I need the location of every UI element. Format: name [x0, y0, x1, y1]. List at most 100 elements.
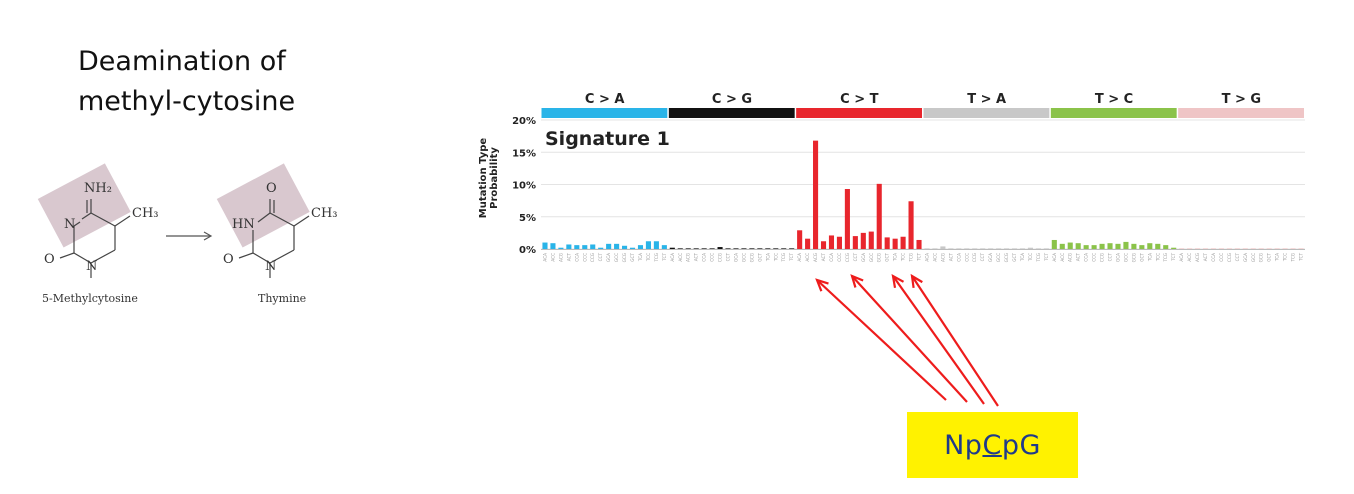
- context-label: GCA: [606, 253, 611, 262]
- signature-bar: [1274, 248, 1280, 249]
- signature-bar: [653, 241, 659, 249]
- signature-bar: [590, 244, 596, 249]
- y-tick-label: 5%: [519, 213, 536, 224]
- context-label: TCG: [1291, 253, 1296, 262]
- signature-bar: [614, 243, 620, 249]
- reactant-highlight-box: [37, 163, 131, 248]
- context-label: CCC: [837, 253, 842, 262]
- signature-bar: [1011, 248, 1018, 249]
- context-label: ACG: [1195, 253, 1200, 262]
- cpg-arrowhead: [891, 273, 905, 289]
- context-label: CCT: [1235, 253, 1240, 262]
- signature-bar: [876, 183, 882, 249]
- signature-bar: [1234, 248, 1240, 249]
- signature-bar: [773, 248, 779, 249]
- signature-bar: [916, 239, 922, 249]
- signature-bar: [852, 236, 858, 249]
- signature-bar: [1067, 242, 1073, 249]
- signature-bar: [1147, 243, 1153, 249]
- context-label: GCG: [1259, 253, 1264, 262]
- mutation-class-bar: [1050, 108, 1177, 118]
- reactant-name: 5-Methylcytosine: [42, 292, 138, 305]
- signature-bar: [1202, 248, 1209, 249]
- signature-bar: [1195, 248, 1201, 249]
- signature-bar: [1187, 248, 1193, 249]
- y-axis-label-line2: Probability: [489, 147, 500, 209]
- context-label: ACA: [797, 253, 802, 262]
- signature-bar: [805, 238, 811, 249]
- context-label: ACG: [686, 253, 691, 262]
- signature-bar: [1115, 243, 1121, 249]
- context-label: CCC: [582, 253, 587, 262]
- context-label: TCT: [1299, 253, 1304, 262]
- signature-bar: [606, 243, 612, 249]
- context-labels: ACA ACC ACG ACT CCA CCC CCG CCT GCA GCC GCG GCT TCA T…: [542, 253, 1303, 263]
- signature-bar: [813, 140, 819, 249]
- product-ring: [238, 199, 310, 278]
- signature-bar: [1051, 239, 1057, 249]
- context-label: CCT: [980, 253, 985, 262]
- signature-bar: [1218, 248, 1224, 249]
- signature-bar: [1163, 245, 1169, 249]
- signature-bar: [749, 248, 755, 249]
- reactant-label-ch3: CH₃: [132, 206, 159, 221]
- signature-bar: [1091, 245, 1097, 249]
- cpg-arrowhead: [910, 273, 923, 289]
- signature-bar: [1035, 248, 1041, 249]
- context-label: CCG: [1227, 253, 1232, 262]
- signature-bar: [709, 248, 715, 249]
- signature-bar: [789, 248, 795, 249]
- reactant-ring: [59, 199, 131, 278]
- signature-bar: [1226, 248, 1232, 249]
- reactant-label-n1: N: [86, 259, 97, 274]
- context-label: ACA: [670, 253, 675, 262]
- npcpg-callout: NpCpG: [907, 412, 1078, 478]
- context-label: ACT: [566, 253, 571, 262]
- context-label: TCG: [781, 253, 786, 262]
- signature-bar: [693, 248, 699, 249]
- context-label: TCA: [1275, 253, 1280, 262]
- context-label: CCA: [956, 253, 961, 262]
- context-label: ACC: [550, 253, 555, 262]
- signature-bar: [558, 247, 564, 249]
- signature-bar: [892, 238, 898, 249]
- reaction-arrow: [166, 231, 213, 241]
- context-label: TCC: [1155, 253, 1160, 262]
- context-label: CCT: [726, 253, 731, 262]
- context-label: ACA: [1052, 253, 1057, 262]
- signature-bar: [797, 230, 803, 249]
- signature-bar: [1027, 247, 1033, 249]
- context-label: CCG: [590, 253, 595, 262]
- context-label: GCT: [1012, 253, 1017, 262]
- context-label: GCC: [869, 253, 874, 262]
- mutation-class-header: C > A C > G C > T T > A T > C T > G: [541, 92, 1304, 118]
- cpg-arrows: [815, 273, 999, 407]
- signature-bar: [844, 189, 850, 249]
- context-label: CCG: [1100, 253, 1105, 262]
- mutation-class-bar: [1178, 108, 1304, 118]
- context-label: GCG: [622, 253, 627, 262]
- context-label: TCA: [1020, 253, 1025, 262]
- slide-title-line1: Deamination of: [78, 46, 286, 77]
- context-label: CCT: [598, 253, 603, 262]
- signature-bar: [1155, 243, 1161, 249]
- y-tick-label: 15%: [512, 148, 536, 159]
- signature-bar: [757, 248, 763, 249]
- signature-bar: [868, 231, 874, 249]
- context-label: TCT: [789, 253, 794, 262]
- context-label: ACG: [940, 253, 945, 262]
- y-axis-ticks: 0% 5% 10% 15% 20%: [512, 116, 536, 256]
- context-label: TCC: [646, 253, 651, 262]
- product-label-n1: N: [265, 259, 276, 274]
- signature-bar: [733, 248, 739, 249]
- context-label: TCC: [1283, 253, 1288, 262]
- signature-bar: [701, 248, 707, 249]
- signature-bar: [582, 245, 588, 249]
- y-axis-label-line1: Mutation Type: [478, 138, 489, 219]
- signature-bar: [637, 245, 644, 249]
- signature-bar: [1059, 243, 1065, 249]
- context-label: TCT: [662, 253, 667, 262]
- context-label: TCG: [654, 253, 659, 262]
- signature-bar: [1043, 248, 1049, 249]
- signature-bar: [956, 248, 962, 249]
